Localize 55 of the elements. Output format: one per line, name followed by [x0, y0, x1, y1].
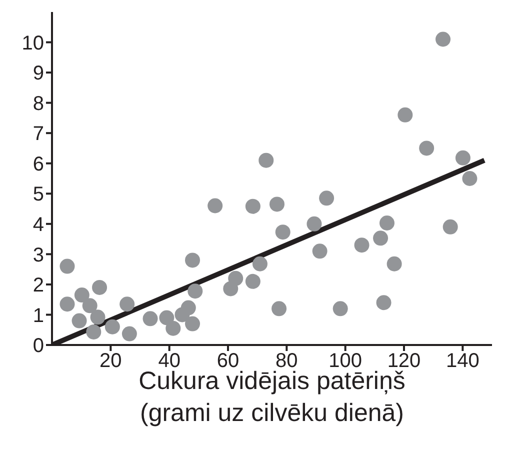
point	[60, 258, 75, 274]
point	[354, 238, 370, 253]
point	[208, 198, 223, 214]
point	[376, 295, 392, 310]
point	[373, 230, 388, 246]
point	[306, 216, 322, 232]
y-tick-label: 8	[32, 92, 44, 115]
point	[245, 198, 260, 214]
y-tick-label: 10	[22, 32, 44, 54]
point	[319, 190, 334, 206]
point	[180, 300, 196, 316]
y-tick-label: 7	[32, 123, 44, 146]
point	[74, 288, 90, 303]
point	[185, 316, 200, 332]
point	[185, 252, 200, 268]
point	[120, 296, 135, 312]
point	[86, 324, 102, 340]
point	[188, 284, 203, 299]
point	[272, 301, 287, 316]
x-tick-label: 140	[446, 350, 480, 372]
y-tick-label: 1	[32, 304, 44, 327]
point	[258, 152, 274, 168]
point	[312, 244, 328, 259]
point	[142, 311, 158, 326]
point	[462, 171, 478, 186]
point	[228, 270, 244, 286]
point	[122, 326, 137, 342]
y-tick-label: 6	[32, 153, 44, 176]
y-tick-label: 2	[32, 274, 44, 297]
x-tick-label: 20	[100, 350, 122, 372]
point	[442, 219, 458, 234]
point	[252, 256, 268, 272]
point	[159, 310, 174, 326]
point	[60, 296, 75, 312]
point	[332, 301, 348, 316]
y-tick-label: 5	[32, 184, 44, 206]
y-tick-label: 3	[32, 244, 44, 266]
point	[455, 150, 470, 166]
point	[275, 224, 290, 240]
y-tick-label: 4	[32, 214, 44, 236]
point	[72, 313, 87, 328]
point	[245, 274, 260, 289]
point	[379, 216, 394, 230]
point	[166, 320, 181, 336]
point	[386, 256, 402, 272]
point	[419, 140, 434, 156]
point	[104, 319, 120, 334]
point	[92, 280, 108, 295]
point	[398, 107, 413, 122]
point	[82, 298, 98, 314]
y-tick-label: 0	[32, 335, 44, 358]
point	[90, 310, 106, 325]
point	[436, 32, 451, 47]
y-tick-label: 9	[32, 62, 44, 85]
point	[269, 196, 284, 212]
